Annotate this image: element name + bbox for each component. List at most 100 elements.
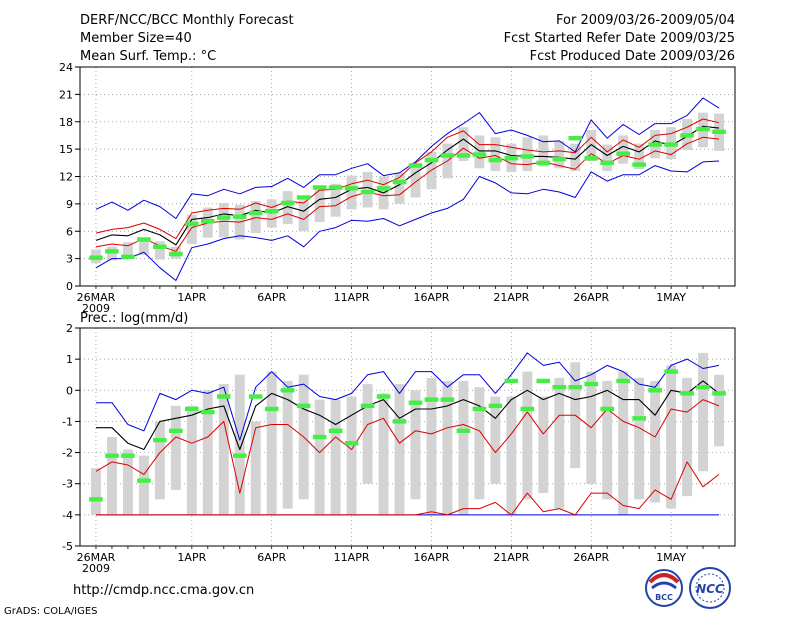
- ensemble-spread-box: [122, 242, 133, 259]
- observation-marker: [328, 185, 343, 190]
- observation-marker: [504, 378, 519, 384]
- observation-marker: [408, 400, 423, 405]
- ensemble-spread-box: [474, 135, 485, 169]
- observation-marker: [392, 179, 407, 185]
- ensemble-spread-box: [106, 437, 117, 515]
- x-tick-label: 26MAR: [77, 551, 116, 564]
- observation-marker: [248, 394, 263, 399]
- observation-marker: [584, 381, 599, 387]
- observation-marker: [296, 195, 311, 200]
- observation-marker: [424, 157, 439, 163]
- ensemble-spread-box: [602, 144, 613, 172]
- x-tick-label: 16APR: [414, 291, 450, 304]
- observation-marker: [664, 369, 678, 374]
- observation-marker: [137, 478, 151, 483]
- y-tick-label: -1: [62, 415, 73, 428]
- ensemble-spread-box: [570, 143, 581, 172]
- ensemble-spread-box: [298, 200, 309, 232]
- observation-marker: [169, 428, 183, 433]
- ensemble-spread-box: [490, 396, 501, 484]
- observation-marker: [504, 156, 519, 161]
- observation-marker: [488, 157, 503, 163]
- lower-percentile-line: [95, 136, 720, 252]
- observation-marker: [312, 185, 327, 190]
- member-size-label: Member Size=40: [80, 31, 192, 46]
- x-tick-label: 1MAY: [656, 291, 686, 304]
- y-tick-label: 15: [59, 143, 73, 156]
- observation-marker: [712, 391, 726, 396]
- observation-marker: [105, 453, 119, 458]
- y-tick-label: 2: [66, 322, 73, 335]
- x-tick-label: 1APR: [177, 551, 206, 564]
- ensemble-mean-line: [95, 125, 720, 246]
- x-tick-label: 26APR: [573, 551, 609, 564]
- ensemble-spread-box: [586, 129, 597, 161]
- observation-marker: [472, 406, 487, 412]
- observation-marker: [472, 152, 487, 157]
- observation-marker: [121, 453, 135, 458]
- ensemble-spread-box: [362, 384, 373, 484]
- observation-marker: [296, 403, 311, 409]
- ensemble-spread-box: [442, 380, 453, 515]
- observation-marker: [121, 254, 135, 259]
- observation-marker: [201, 409, 215, 415]
- top-variable-label: Mean Surf. Temp.: °C: [80, 49, 216, 64]
- y-tick-label: -3: [62, 478, 73, 491]
- observation-marker: [520, 406, 535, 412]
- upper-percentile-line: [95, 399, 720, 494]
- ensemble-mean-line: [96, 380, 720, 451]
- ensemble-spread-box: [634, 377, 645, 500]
- observation-marker: [536, 378, 551, 384]
- ensemble-spread-box: [346, 396, 357, 515]
- ensemble-spread-box: [234, 374, 245, 515]
- observation-marker: [89, 497, 103, 502]
- x-year-label: 2009: [82, 302, 110, 315]
- ensemble-spread-box: [362, 171, 373, 208]
- observation-marker: [153, 244, 167, 249]
- x-year-label: 2009: [82, 562, 110, 575]
- ensemble-spread-box: [282, 191, 293, 224]
- y-tick-label: -4: [62, 509, 73, 522]
- observation-marker: [552, 384, 567, 390]
- observation-marker: [456, 153, 471, 158]
- ensemble-spread-box: [522, 371, 533, 500]
- ensemble-spread-box: [218, 202, 229, 238]
- refer-date-label: Fcst Started Refer Date 2009/03/25: [504, 31, 735, 46]
- observation-marker: [201, 219, 215, 224]
- observation-marker: [616, 151, 630, 156]
- ensemble-spread-box: [314, 187, 325, 223]
- y-tick-label: 9: [66, 198, 73, 211]
- x-tick-label: 11APR: [334, 551, 370, 564]
- ensemble-spread-box: [346, 175, 357, 210]
- observation-marker: [632, 416, 646, 421]
- observation-marker: [153, 437, 167, 443]
- y-tick-label: 12: [59, 171, 73, 184]
- ncc-logo: NCC: [689, 567, 731, 609]
- observation-marker: [408, 163, 423, 168]
- precipitation-panel: 2 1 0 -1 -2 -3 -4 -5 26MAR 1APR 6APR 11APR 16APR 21AP…: [62, 322, 736, 575]
- observation-marker: [280, 200, 295, 206]
- ensemble-spread-box: [91, 468, 101, 515]
- ensemble-spread-box: [410, 162, 421, 198]
- observation-marker: [232, 214, 247, 219]
- x-tick-label: 21APR: [493, 291, 529, 304]
- observation-marker: [440, 153, 455, 158]
- ensemble-spread-box: [154, 421, 165, 500]
- ensemble-spread-box: [122, 449, 133, 515]
- lower-percentile-line: [96, 461, 720, 516]
- ensemble-spread-box: [378, 393, 389, 515]
- ensemble-spread-box: [330, 183, 341, 217]
- ensemble-spread-box: [474, 387, 485, 500]
- bottom-variable-label: Prec.: log(mm/d): [80, 311, 188, 326]
- observation-marker: [600, 160, 614, 166]
- ensemble-spread-box: [394, 384, 405, 515]
- ensemble-spread-box: [698, 352, 709, 472]
- x-tick-label: 6APR: [257, 291, 286, 304]
- observation-marker: [680, 133, 694, 138]
- observation-marker: [328, 428, 343, 433]
- ensemble-spread-box: [186, 405, 197, 515]
- x-tick-label: 1APR: [177, 291, 206, 304]
- ensemble-spread-box: [266, 371, 277, 515]
- observation-marker: [552, 156, 567, 162]
- min-member-line: [95, 160, 720, 281]
